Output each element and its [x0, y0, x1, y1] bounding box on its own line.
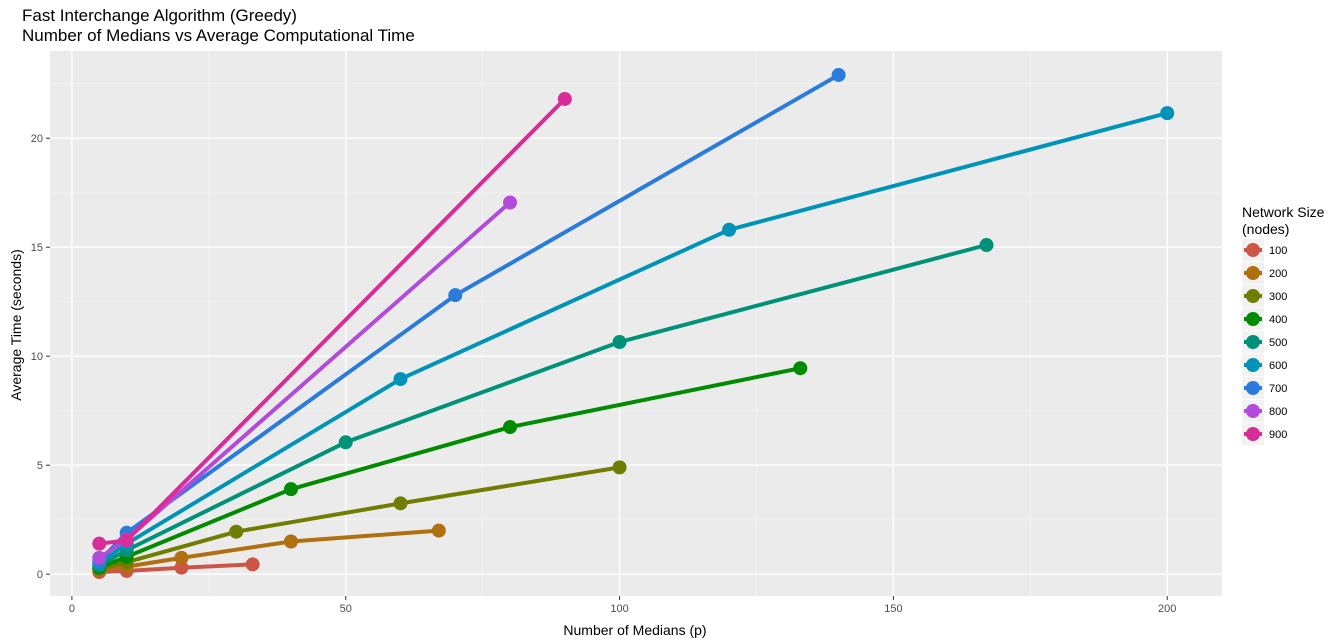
- legend: Network Size (nodes) 100 200 300 400 500 600 7…: [1242, 204, 1325, 445]
- legend-label: 900: [1269, 429, 1287, 441]
- legend-item-600: 600: [1242, 354, 1287, 376]
- legend-key-point: [1246, 358, 1260, 372]
- data-point: [503, 195, 518, 210]
- data-point: [722, 222, 737, 237]
- legend-item-700: 700: [1242, 377, 1287, 399]
- legend-label: 200: [1269, 268, 1287, 280]
- legend-item-100: 100: [1242, 239, 1287, 261]
- x-axis-title: Number of Medians (p): [563, 622, 706, 638]
- data-point: [557, 91, 572, 106]
- legend-label: 100: [1269, 245, 1287, 257]
- data-point: [979, 238, 994, 253]
- y-tick-label: 0: [37, 569, 43, 581]
- data-point: [431, 523, 446, 538]
- data-point: [393, 372, 408, 387]
- data-point: [793, 361, 808, 376]
- legend-item-800: 800: [1242, 400, 1287, 422]
- legend-label: 700: [1269, 383, 1287, 395]
- legend-key-point: [1246, 266, 1260, 280]
- data-point: [338, 435, 353, 450]
- legend-item-300: 300: [1242, 285, 1287, 307]
- data-point: [503, 420, 518, 435]
- legend-key-point: [1246, 243, 1260, 257]
- legend-item-400: 400: [1242, 308, 1287, 330]
- gridlines: [50, 51, 1222, 596]
- plot-panel: [50, 51, 1222, 596]
- legend-item-200: 200: [1242, 262, 1287, 284]
- legend-label: 800: [1269, 406, 1287, 418]
- x-tick-label: 150: [884, 603, 902, 615]
- plot-background: [50, 51, 1222, 596]
- data-point: [448, 288, 463, 303]
- legend-key-point: [1246, 312, 1260, 326]
- series-900: [92, 91, 572, 551]
- series-line-100: [97, 562, 255, 574]
- legend-label: 500: [1269, 337, 1287, 349]
- data-point: [119, 533, 134, 548]
- y-tick-label: 5: [37, 460, 43, 472]
- data-point: [92, 536, 107, 551]
- data-point: [283, 482, 298, 497]
- legend-key-point: [1246, 289, 1260, 303]
- data-point: [831, 67, 846, 82]
- legend-item-500: 500: [1242, 331, 1287, 353]
- legend-key-point: [1246, 404, 1260, 418]
- y-tick-label: 10: [31, 351, 43, 363]
- data-point: [174, 550, 189, 565]
- data-point: [92, 550, 107, 565]
- data-point: [612, 460, 627, 475]
- series-layer: [92, 67, 1175, 580]
- data-point: [174, 560, 189, 575]
- legend-key-point: [1246, 335, 1260, 349]
- y-axis-title: Average Time (seconds): [8, 249, 24, 400]
- data-point: [245, 557, 260, 572]
- axes: 0 50 100 150 200 0 5 10 15 20: [31, 133, 1177, 615]
- y-tick-label: 15: [31, 242, 43, 254]
- data-point: [283, 534, 298, 549]
- legend-label: 300: [1269, 291, 1287, 303]
- data-point: [393, 496, 408, 511]
- chart-title: Fast Interchange Algorithm (Greedy): [22, 6, 297, 25]
- legend-label: 600: [1269, 360, 1287, 372]
- legend-key-point: [1246, 381, 1260, 395]
- x-tick-label: 100: [610, 603, 628, 615]
- legend-key-point: [1246, 427, 1260, 441]
- legend-title-line1: Network Size: [1242, 204, 1325, 220]
- chart-subtitle: Number of Medians vs Average Computation…: [22, 26, 415, 45]
- y-tick-label: 20: [31, 133, 43, 145]
- x-tick-label: 50: [340, 603, 352, 615]
- x-tick-label: 200: [1158, 603, 1176, 615]
- legend-items: 100 200 300 400 500 600 700 800 900: [1242, 239, 1287, 445]
- data-point: [612, 335, 627, 350]
- x-tick-label: 0: [69, 603, 75, 615]
- data-point: [229, 524, 244, 539]
- legend-item-900: 900: [1242, 423, 1287, 445]
- legend-label: 400: [1269, 314, 1287, 326]
- data-point: [1160, 106, 1175, 121]
- legend-title-line2: (nodes): [1242, 221, 1289, 237]
